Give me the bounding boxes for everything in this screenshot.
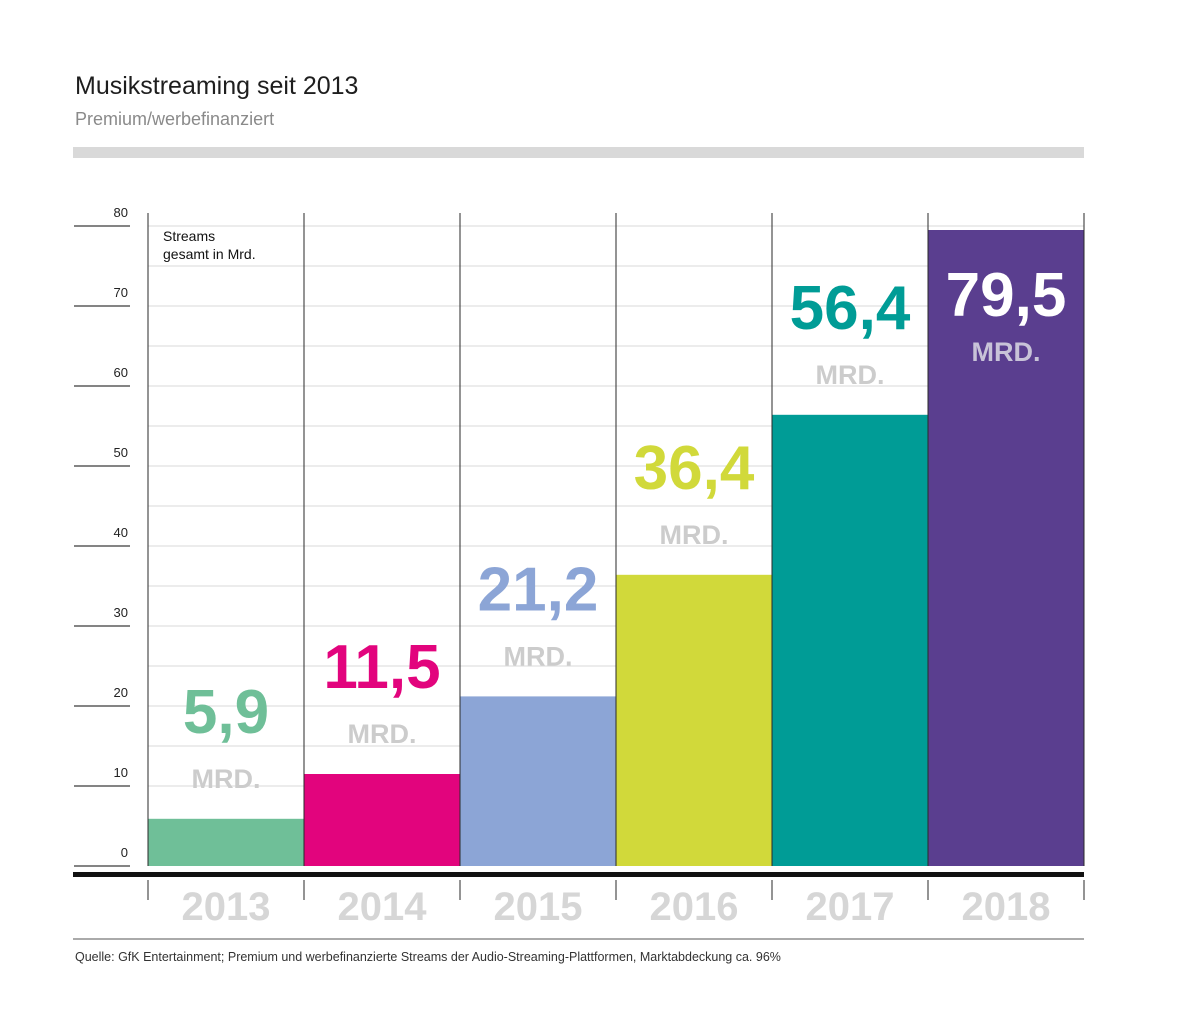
unit-label-2014: MRD. <box>348 719 417 749</box>
value-label-2013: 5,9 <box>183 678 269 747</box>
y-axis-label: gesamt in Mrd. <box>163 246 256 262</box>
chart-title: Musikstreaming seit 2013 <box>75 72 359 100</box>
bar-2016 <box>616 574 772 866</box>
unit-label-2016: MRD. <box>660 520 729 550</box>
y-tick-label: 50 <box>114 445 128 460</box>
unit-label-2015: MRD. <box>504 641 573 671</box>
y-tick-label: 80 <box>114 205 128 220</box>
chart-subtitle: Premium/werbefinanziert <box>75 109 275 129</box>
header-divider <box>73 147 1084 158</box>
x-axis-baseline <box>73 872 1084 877</box>
y-axis-label: Streams <box>163 228 215 244</box>
x-tick-label-2017: 2017 <box>806 885 895 929</box>
value-label-2014: 11,5 <box>323 633 440 702</box>
bar-2015 <box>460 696 616 866</box>
y-tick-label: 20 <box>114 685 128 700</box>
x-tick-label-2016: 2016 <box>650 885 739 929</box>
y-tick-label: 10 <box>114 765 128 780</box>
x-tick-label-2018: 2018 <box>962 885 1051 929</box>
y-tick-label: 0 <box>121 845 128 860</box>
value-label-2016: 36,4 <box>634 434 755 503</box>
y-tick-label: 70 <box>114 285 128 300</box>
value-label-2015: 21,2 <box>478 555 599 624</box>
y-tick-label: 60 <box>114 365 128 380</box>
y-tick-label: 30 <box>114 605 128 620</box>
bar-2014 <box>304 774 460 866</box>
bar-2017 <box>772 414 928 866</box>
unit-label-2017: MRD. <box>816 360 885 390</box>
y-tick-label: 40 <box>114 525 128 540</box>
bar-2018 <box>928 230 1084 866</box>
x-tick-label-2013: 2013 <box>182 885 271 929</box>
value-label-2018: 79,5 <box>946 261 1067 330</box>
unit-label-2018: MRD. <box>972 337 1041 367</box>
source-note: Quelle: GfK Entertainment; Premium und w… <box>75 950 781 964</box>
bar-2013 <box>148 818 304 866</box>
value-label-2017: 56,4 <box>790 274 911 343</box>
x-tick-label-2015: 2015 <box>494 885 583 929</box>
unit-label-2013: MRD. <box>192 764 261 794</box>
x-tick-label-2014: 2014 <box>338 885 428 929</box>
